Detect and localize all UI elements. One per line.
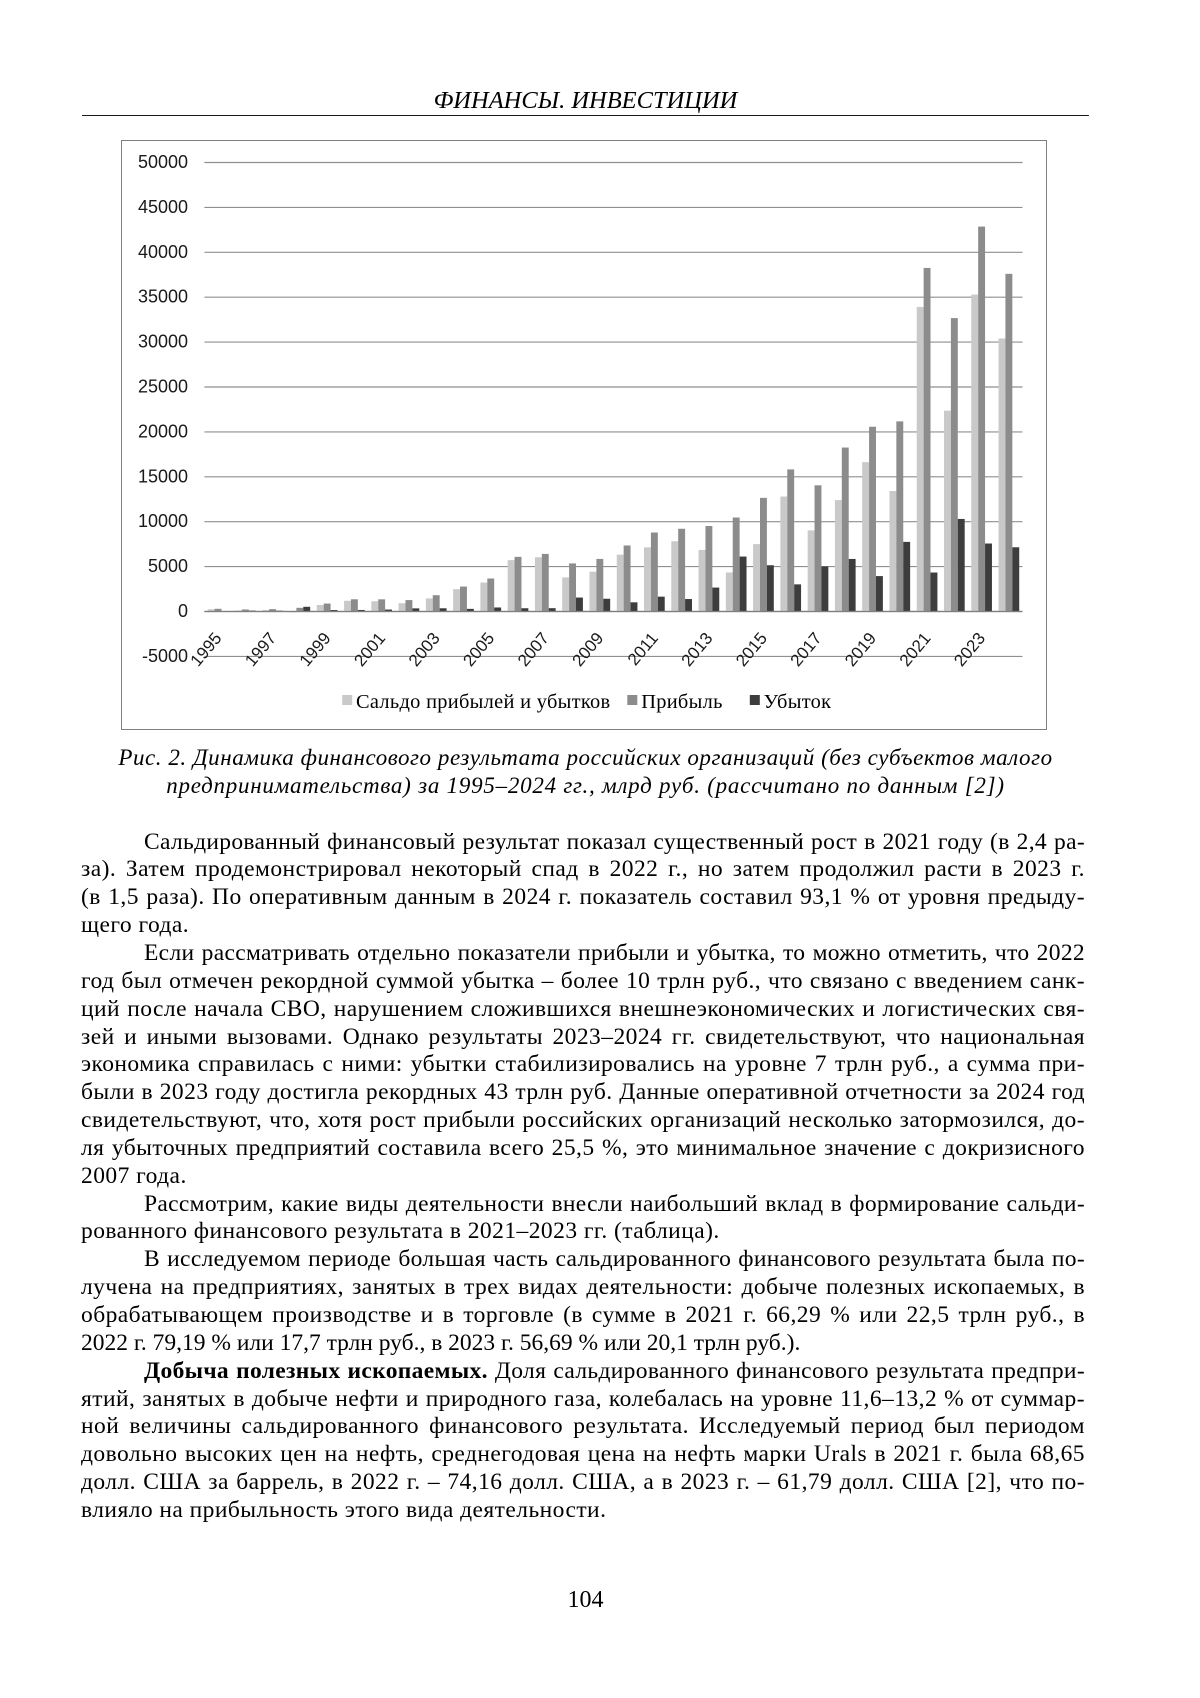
svg-text:Сальдо прибылей и убытков: Сальдо прибылей и убытков — [356, 691, 610, 713]
svg-text:0: 0 — [178, 601, 188, 621]
svg-text:2009: 2009 — [568, 629, 607, 670]
svg-text:20000: 20000 — [138, 421, 188, 441]
svg-text:2017: 2017 — [787, 629, 826, 670]
svg-text:15000: 15000 — [138, 466, 188, 486]
svg-text:Убыток: Убыток — [764, 691, 832, 713]
svg-text:2021: 2021 — [896, 629, 935, 670]
svg-text:Прибыль: Прибыль — [641, 691, 722, 713]
svg-text:2015: 2015 — [732, 629, 771, 670]
svg-text:1995: 1995 — [187, 629, 226, 670]
svg-text:50000: 50000 — [138, 152, 188, 172]
svg-text:40000: 40000 — [138, 242, 188, 262]
svg-text:35000: 35000 — [138, 287, 188, 307]
svg-text:2013: 2013 — [678, 629, 717, 670]
svg-text:2011: 2011 — [624, 629, 662, 669]
svg-text:25000: 25000 — [138, 377, 188, 397]
svg-text:2007: 2007 — [514, 629, 553, 670]
svg-text:45000: 45000 — [138, 197, 188, 217]
svg-text:2023: 2023 — [950, 629, 989, 670]
svg-text:30000: 30000 — [138, 332, 188, 352]
svg-text:-5000: -5000 — [142, 646, 188, 666]
svg-text:1999: 1999 — [296, 629, 335, 670]
svg-text:2005: 2005 — [459, 629, 498, 670]
svg-text:10000: 10000 — [138, 511, 188, 531]
svg-text:2001: 2001 — [350, 629, 389, 670]
svg-text:1997: 1997 — [241, 629, 280, 670]
svg-text:2003: 2003 — [405, 629, 444, 670]
svg-text:5000: 5000 — [148, 556, 188, 576]
svg-text:2019: 2019 — [841, 629, 880, 670]
